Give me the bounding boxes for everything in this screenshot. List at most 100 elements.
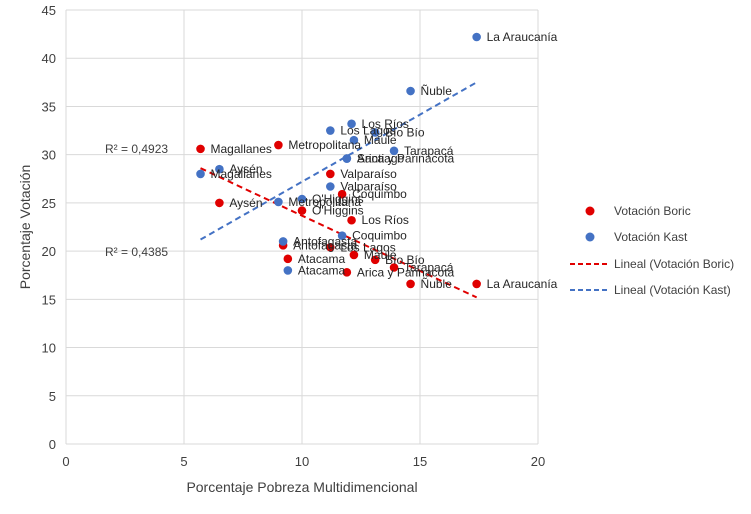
y-tick-label: 30 [42, 148, 56, 163]
r2-annotations: R² = 0,4385 R² = 0,4923 [105, 142, 168, 259]
point-label: Valparaíso [340, 167, 397, 181]
trendline-kast [200, 81, 478, 241]
x-tick-label: 20 [531, 454, 545, 469]
point-label: Maule [364, 248, 397, 262]
point-label: Metropolitana [288, 138, 361, 152]
boric-point [406, 279, 415, 289]
boric-point [337, 189, 347, 199]
trendline-boric [200, 167, 478, 299]
point-label: Atacama [298, 263, 346, 277]
kast-point [274, 197, 283, 207]
kast-point [349, 135, 359, 145]
boric-point [342, 268, 352, 277]
boric-point [196, 144, 205, 154]
y-tick-label: 15 [42, 292, 56, 307]
point-label: Bío Bío [385, 125, 425, 139]
kast-point [342, 154, 352, 163]
point-label: Bío Bío [385, 253, 425, 267]
point-label: Ñuble [421, 84, 453, 98]
y-tick-label: 10 [42, 341, 56, 356]
y-tick-label: 25 [42, 196, 56, 211]
kast-point [326, 126, 335, 135]
kast-point [472, 32, 481, 42]
point-label: Arica y Parinacota [357, 152, 455, 166]
point-label: Aysén [229, 162, 262, 176]
kast-point [406, 86, 415, 96]
legend-label: Lineal (Votación Kast) [614, 283, 731, 297]
x-tick-label: 10 [295, 454, 309, 469]
legend-label: Votación Boric [614, 204, 691, 218]
x-axis-title: Porcentaje Pobreza Multidimencional [186, 479, 417, 495]
point-labels: MagallanesAysénMetropolitanaO'HigginsVal… [211, 30, 558, 291]
point-label: Tarapacá [404, 144, 454, 158]
y-tick-label: 40 [42, 51, 56, 66]
boric-point [370, 255, 380, 265]
point-label: La Araucanía [487, 30, 558, 44]
data-points [196, 32, 481, 289]
boric-point [326, 242, 335, 252]
boric-point [274, 140, 283, 150]
boric-point [347, 215, 356, 225]
r2-label: R² = 0,4923 [105, 142, 168, 156]
y-tick-label: 5 [49, 389, 56, 404]
boric-point [215, 198, 224, 208]
x-tick-label: 5 [180, 454, 187, 469]
y-tick-label: 0 [49, 437, 56, 452]
y-tick-label: 45 [42, 3, 56, 18]
point-label: Tarapacá [404, 261, 454, 275]
point-label: Antofagasta [293, 234, 357, 248]
kast-point [297, 194, 307, 204]
legend-label: Votación Kast [614, 230, 688, 244]
kast-point [278, 237, 288, 246]
point-label: O'Higgins [312, 192, 364, 206]
point-label: Magallanes [211, 142, 272, 156]
point-label: Los Ríos [362, 117, 409, 131]
point-label: Aysén [229, 196, 262, 210]
boric-point [472, 279, 481, 289]
kast-point [389, 146, 399, 156]
point-label: Los Ríos [362, 213, 409, 227]
point-label: Coquimbo [352, 187, 407, 201]
point-label: Arica y Parinacota [357, 265, 455, 279]
point-label: Atacama [298, 252, 346, 266]
boric-point [283, 254, 293, 264]
point-label: La Araucanía [487, 277, 558, 291]
point-label: Magallanes [211, 167, 272, 181]
boric-point [349, 250, 359, 260]
kast-point [215, 164, 224, 174]
point-label: Valparaíso [340, 179, 397, 193]
y-tick-label: 20 [42, 244, 56, 259]
point-label: Maule [364, 133, 397, 147]
kast-point [283, 266, 293, 275]
x-tick-label: 15 [413, 454, 427, 469]
point-label: Los Lagos [340, 124, 395, 138]
r2-label: R² = 0,4385 [105, 245, 168, 259]
gridlines [65, 9, 539, 445]
point-label: Antofagasta [293, 238, 357, 252]
kast-point [370, 128, 380, 137]
y-axis-title: Porcentaje Votación [17, 165, 33, 290]
point-label: O'Higgins [312, 204, 364, 218]
legend-marker [585, 206, 595, 216]
point-label: Santiago [357, 152, 405, 166]
point-label: Ñuble [421, 277, 453, 291]
legend-marker [585, 232, 595, 242]
y-tick-label: 35 [42, 99, 56, 114]
axes: 0 5 10 15 20 0 5 10 15 20 25 30 35 40 45 [42, 3, 546, 469]
kast-point [347, 119, 356, 129]
kast-point [326, 182, 335, 191]
legend: Votación Boric Votación Kast Lineal (Votac… [570, 204, 734, 297]
kast-point [196, 169, 205, 179]
kast-point [337, 231, 347, 240]
point-label: Coquimbo [352, 229, 407, 243]
x-tick-label: 0 [62, 454, 69, 469]
point-label: Los Lagos [340, 240, 395, 254]
boric-point [389, 263, 399, 272]
boric-point [326, 169, 335, 179]
boric-point [297, 206, 307, 215]
point-label: Metropolitana [288, 195, 361, 209]
legend-label: Lineal (Votación Boric) [614, 257, 734, 271]
trendlines [200, 81, 478, 299]
